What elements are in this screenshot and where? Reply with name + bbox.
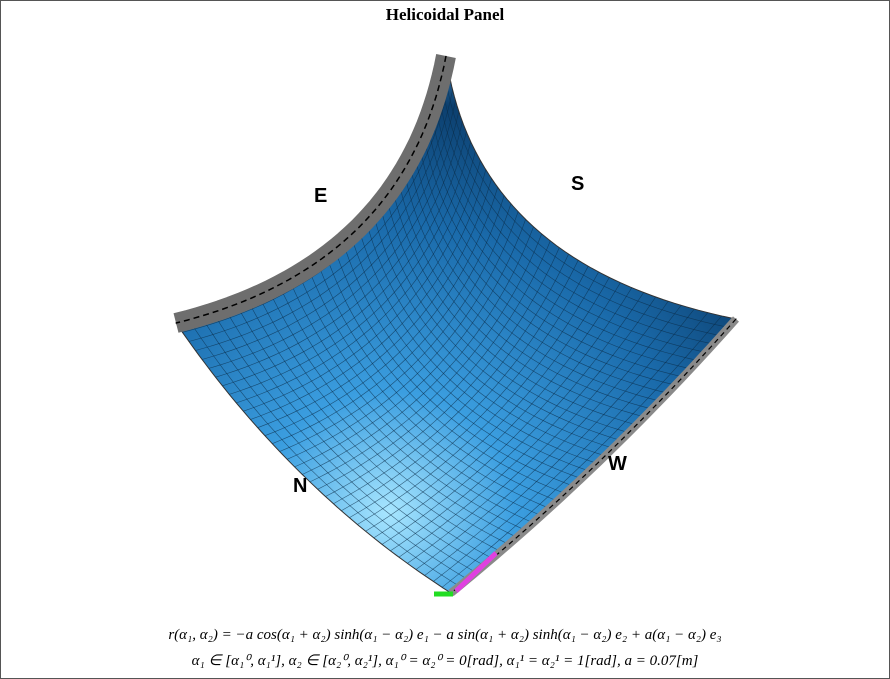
panel-render bbox=[1, 1, 889, 621]
figure: Helicoidal Panel E S N W r(α₁, α₂) = −a … bbox=[0, 0, 890, 679]
edge-label: W bbox=[608, 453, 627, 476]
formula: r(α₁, α₂) = −a cos(α₁ + α₂) sinh(α₁ − α₂… bbox=[1, 627, 889, 644]
edge-label: S bbox=[571, 173, 584, 196]
formula: α₁ ∈ [α₁⁰, α₁¹], α₂ ∈ [α₂⁰, α₂¹], α₁⁰ = … bbox=[1, 651, 889, 670]
edge-label: E bbox=[314, 185, 327, 208]
panel-surface bbox=[176, 56, 736, 593]
edge-label: N bbox=[293, 475, 307, 498]
